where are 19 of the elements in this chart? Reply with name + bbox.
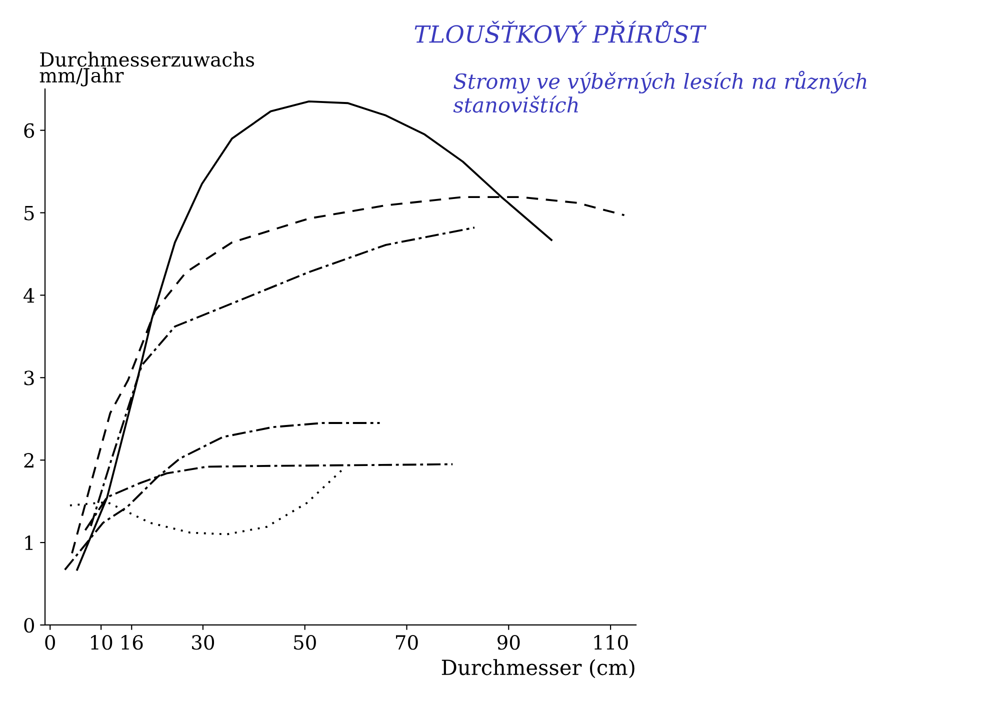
chart-subtitle: Stromy ve výběrných lesích na různých stanovištích xyxy=(453,70,866,113)
y-tick-label: 3 xyxy=(24,370,34,386)
x-tick-label: 16 xyxy=(122,635,143,650)
y-tick-label: 2 xyxy=(24,453,34,468)
x-tick-label: 70 xyxy=(396,635,418,650)
x-tick-label: 10 xyxy=(91,635,112,650)
chart-title: TLOUŠŤKOVÝ PŘÍRŮST xyxy=(414,20,706,44)
x-tick-label: 50 xyxy=(294,635,316,650)
y-tick-label: 0 xyxy=(24,618,34,633)
x-tick-label: 90 xyxy=(497,635,520,650)
x-tick-label: 0 xyxy=(45,635,56,650)
y-axis-title: Durchmesserzuwachs mm/Jahr xyxy=(40,52,254,86)
y-tick-label: 5 xyxy=(24,206,34,220)
y-tick-label: 6 xyxy=(24,123,34,138)
y-tick-label: 4 xyxy=(24,288,34,303)
x-tick-label: 110 xyxy=(594,635,628,650)
x-axis-title: Durchmesser (cm) xyxy=(442,659,634,678)
y-tick-label: 1 xyxy=(25,535,33,550)
x-tick-label: 30 xyxy=(192,635,214,650)
